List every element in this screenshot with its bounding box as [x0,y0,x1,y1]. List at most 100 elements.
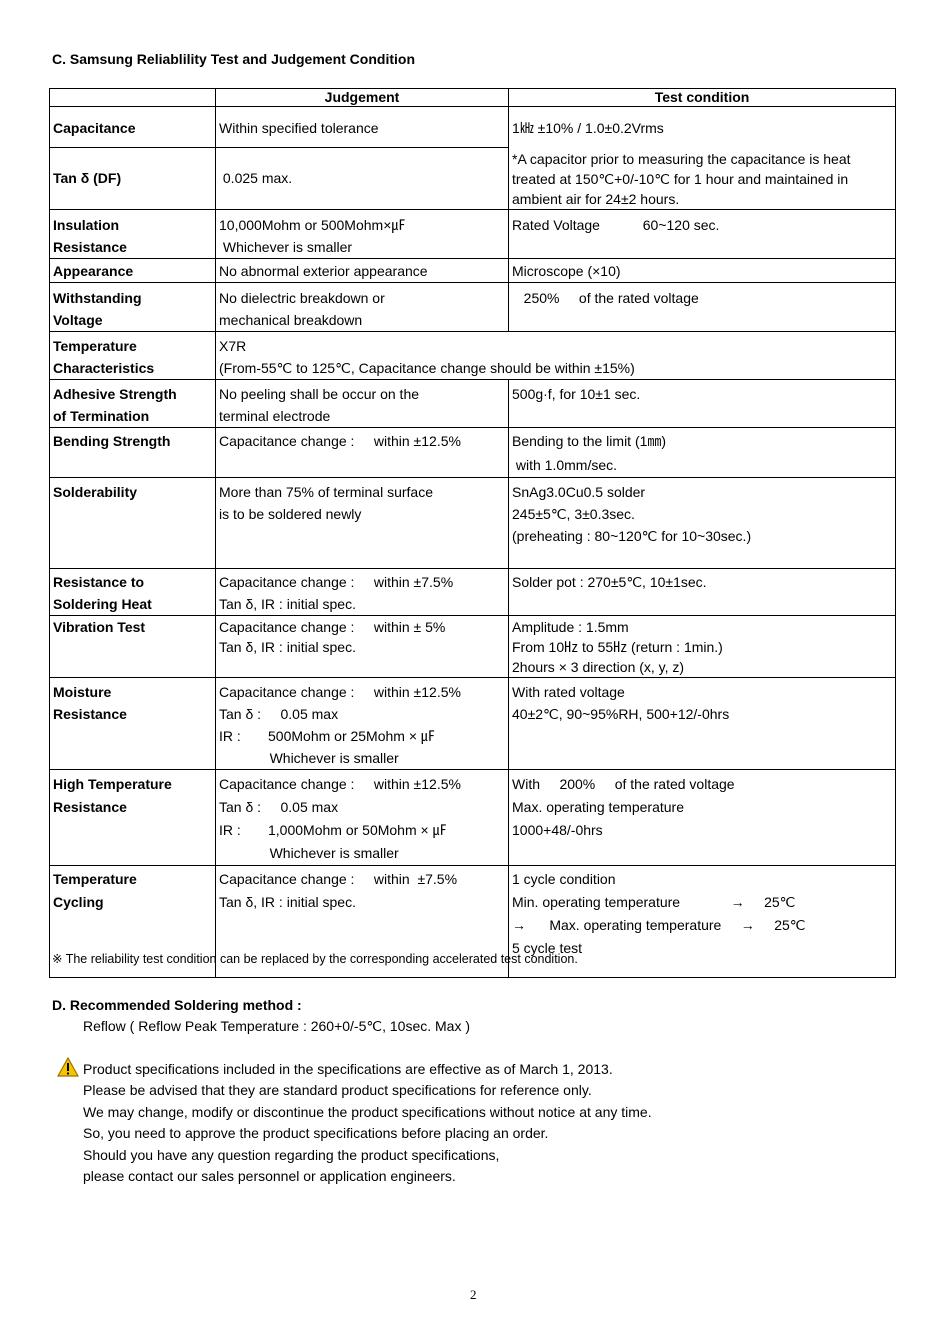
test-condition-cell: Amplitude : 1.5mm From 10㎐ to 55㎐ (return… [508,615,896,678]
test-item-label: Adhesive Strength of Termination [49,379,216,428]
test-condition-cell-line: 40±2℃, 90~95%RH, 500+12/-0hrs [512,706,730,722]
table-row: Adhesive Strength of Termination No peelin… [49,379,896,428]
test-item-label: Temperature Cycling [49,865,216,978]
notice-line: Please be advised that they are standard… [83,1082,592,1099]
judgement-cell-line: X7R [219,338,247,354]
judgement-cell: No peeling shall be occur on the terminal… [215,379,509,428]
test-item-label: Vibration Test [49,615,216,678]
notice-line: Should you have any question regarding t… [83,1146,500,1163]
test-condition-cell-line: Bending to the limit (1㎜) [512,433,667,449]
test-condition-cell-line: 500g·f, for 10±1 sec. [512,386,641,402]
test-condition-cell-line: → Max. operating temperature → 25℃ [512,917,806,933]
test-item-label-line: High Temperature [53,776,172,792]
test-condition-cell-line: treated at 150℃+0/-10℃ for 1 hour and ma… [512,171,849,187]
judgement-cell: Capacitance change : within ± 5% Tan δ, I… [215,615,509,678]
test-condition-cell-line: 5 cycle test [512,940,583,956]
test-item-label-line: Appearance [53,263,134,279]
test-item-label-line: Moisture [53,684,112,700]
judgement-cell-line: Tan δ, IR : initial spec. [219,894,356,910]
test-condition-cell-line: Solder pot : 270±5℃, 10±1sec. [512,574,707,590]
judgement-cell-line: 10,000Mohm or 500Mohm×㎌ [219,217,406,233]
test-item-label-line: Cycling [53,894,104,910]
header-test-condition: Test condition [508,88,896,107]
table-row: Temperature Cycling Capacitance change : w… [49,865,896,978]
judgement-cell-line: is to be soldered newly [219,506,362,522]
judgement-cell-line: 0.025 max. [219,170,293,187]
test-item-label: Bending Strength [49,427,216,478]
judgement-cell: More than 75% of terminal surface is to b… [215,477,509,569]
test-item-label-line: Resistance to [53,574,145,590]
header-blank [49,88,216,107]
test-item-label: Temperature Characteristics [49,331,216,380]
test-item-label-line: Temperature [53,871,137,887]
judgement-cell-line: No dielectric breakdown or [219,290,385,306]
judgement-cell-line: Capacitance change : within ±7.5% [219,574,454,590]
judgement-cell-line: Tan δ, IR : initial spec. [219,596,356,612]
judgement-cell-line: Capacitance change : within ±12.5% [219,433,461,449]
table-row: Capacitance Within specified tolerance 1㎑ … [49,105,896,210]
judgement-cell-line: Capacitance change : within ± 5% [219,619,446,635]
table-header: Judgement Test condition [49,88,896,107]
judgement-cell-line: Whichever is smaller [219,845,399,861]
judgement-cell: No abnormal exterior appearance [215,258,509,283]
test-item-label-line: Soldering Heat [53,596,152,612]
judgement-cell-line: More than 75% of terminal surface [219,484,433,500]
judgement-cell: Capacitance change : within ±7.5% Tan δ, … [215,865,509,978]
test-condition-cell: Bending to the limit (1㎜) with 1.0mm/sec… [508,427,896,478]
judgement-cell: Capacitance change : within ±12.5% [215,427,509,478]
test-condition-cell-line: 1 cycle condition [512,871,616,887]
test-condition-cell-line: With 200% of the rated voltage [512,776,735,792]
test-condition-cell: Rated Voltage 60~120 sec. [508,209,896,259]
test-item-label: Moisture Resistance [49,677,216,770]
test-condition-cell-line: 2hours × 3 direction (x, y, z) [512,659,685,675]
test-condition-cell: 250% of the rated voltage [508,282,896,332]
judgement-cell: No dielectric breakdown or mechanical bre… [215,282,509,332]
test-item-label-line: Characteristics [53,360,155,376]
test-condition-cell-line: *A capacitor prior to measuring the capa… [512,151,851,167]
table-row: Resistance to Soldering Heat Capacitance c… [49,568,896,616]
judgement-cell: Capacitance change : within ±12.5% Tan δ … [215,677,509,770]
judgement-cell: X7R (From-55℃ to 125℃, Capacitance change… [215,331,896,380]
test-condition-cell-line: Max. operating temperature [512,799,684,815]
judgement-cell-line: No peeling shall be occur on the [219,386,420,402]
reflow-condition: Reflow ( Reflow Peak Temperature : 260+0… [83,1018,471,1034]
test-item-label: High Temperature Resistance [49,769,216,866]
table-row: Moisture Resistance Capacitance change : w… [49,677,896,770]
table-row: Appearance No abnormal exterior appearanc… [49,258,896,283]
test-item-label: Insulation Resistance [49,209,216,259]
test-condition-cell-line: From 10㎐ to 55㎐ (return : 1min.) [512,639,723,655]
test-condition-cell: With 200% of the rated voltage Max. opera… [508,769,896,866]
notice-line: So, you need to approve the product spec… [83,1125,549,1142]
judgement-cell-line: mechanical breakdown [219,312,363,328]
judgement-cell-line: Whichever is smaller [219,239,353,255]
test-condition-cell: 500g·f, for 10±1 sec. [508,379,896,428]
test-condition-cell-line: With rated voltage [512,684,625,700]
test-condition-cell-line: 245±5℃, 3±0.3sec. [512,506,635,522]
judgement-cell-line: Tan δ : 0.05 max [219,799,339,815]
warning-triangle-icon [56,1056,80,1080]
test-item-label: Resistance to Soldering Heat [49,568,216,616]
test-item-label-line: Withstanding [53,290,142,306]
notice-text: Product specifications included in the s… [83,1059,652,1187]
notice-line: We may change, modify or discontinue the… [83,1103,652,1120]
notice-line: please contact our sales personnel or ap… [83,1168,456,1185]
test-item-label-line: Insulation [53,217,120,233]
judgement-cell-line: terminal electrode [219,408,331,424]
test-item-label: Tan δ (DF) [49,147,216,210]
judgement-cell-line: Capacitance change : within ±7.5% [219,871,458,887]
judgement-cell-line: IR : 500Mohm or 25Mohm × ㎌ [219,728,435,744]
test-item-label-line: Resistance [53,706,127,722]
table-row: Vibration Test Capacitance change : withi… [49,615,896,678]
judgement-cell-line: Tan δ : 0.05 max [219,706,339,722]
test-condition-cell-line: 250% of the rated voltage [512,290,699,306]
judgement-cell-line: Whichever is smaller [219,750,399,766]
section-d-title: D. Recommended Soldering method : [52,997,302,1013]
test-item-label-line: Voltage [53,312,103,328]
test-item-label: Solderability [49,477,216,569]
judgement-cell-line: Within specified tolerance [219,120,379,136]
table-row: Solderability More than 75% of terminal s… [49,477,896,569]
judgement-cell: Within specified tolerance [215,105,509,149]
judgement-cell: 10,000Mohm or 500Mohm×㎌ Whichever is sma… [215,209,509,259]
judgement-cell: 0.025 max. [215,147,509,210]
